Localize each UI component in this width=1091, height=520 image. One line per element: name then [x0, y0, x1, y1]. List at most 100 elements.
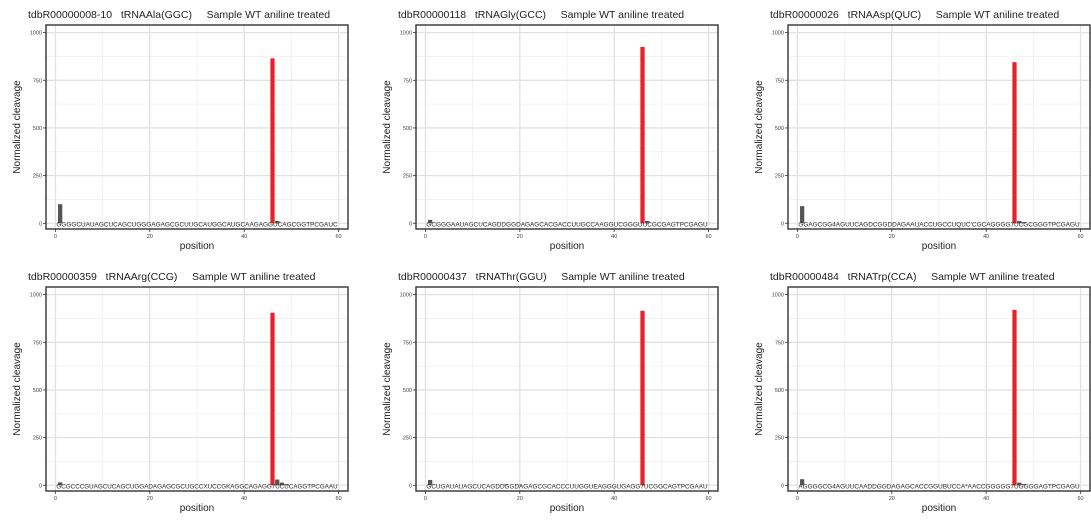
- y-tick-label: 1000: [772, 31, 784, 37]
- x-axis-label: position: [922, 241, 956, 252]
- x-tick-label: 20: [517, 234, 523, 240]
- y-tick-label: 500: [403, 126, 412, 132]
- x-tick-label: 60: [336, 496, 342, 502]
- x-tick-label: 0: [424, 496, 427, 502]
- chart-panel-2: GCGGGAAUAGCUCAGDDGGDAGAGCACGACCUUGCCAAGG…: [378, 3, 728, 258]
- bar: [1017, 482, 1022, 486]
- x-tick-label: 0: [424, 234, 427, 240]
- panel-title: tdbR00000008-10 tRNAAla(GGC) Sample WT a…: [28, 9, 330, 21]
- y-tick-label: 250: [775, 436, 784, 442]
- y-tick-label: 1000: [400, 293, 412, 299]
- x-axis-label: position: [550, 241, 584, 252]
- panel-title: tdbR00000026 tRNAAsp(QUC) Sample WT anil…: [770, 9, 1059, 21]
- y-tick-label: 0: [39, 483, 42, 489]
- x-axis-label: position: [922, 503, 956, 514]
- y-tick-label: 750: [775, 78, 784, 84]
- y-tick-label: 250: [33, 436, 42, 442]
- x-tick-label: 20: [147, 496, 153, 502]
- chart-panel-6: AGGGGCG4AGUUCAADDGGDAGAGCACCGGUBUCCA*AAC…: [750, 265, 1091, 520]
- x-tick-label: 60: [706, 496, 712, 502]
- x-tick-label: 20: [889, 496, 895, 502]
- x-tick-label: 0: [54, 234, 57, 240]
- y-axis-label: Normalized cleavage: [12, 80, 23, 174]
- sequence-label: GCUGAUAUAGCUCAGDDGGDAGAGCGCACCCUUGGUEAGG…: [426, 483, 708, 490]
- chart-svg: AGGGGCG4AGUUCAADDGGDAGAGCACCGGUBUCCA*AAC…: [754, 271, 1091, 514]
- x-tick-label: 40: [983, 234, 989, 240]
- bar: [503, 484, 508, 486]
- y-axis-label: Normalized cleavage: [12, 342, 23, 436]
- bar: [1012, 62, 1017, 224]
- x-tick-label: 20: [147, 234, 153, 240]
- y-tick-label: 750: [775, 340, 784, 346]
- x-axis-label: position: [550, 503, 584, 514]
- y-tick-label: 750: [403, 78, 412, 84]
- bar: [1021, 484, 1027, 486]
- y-tick-label: 500: [33, 126, 42, 132]
- y-tick-label: 250: [403, 436, 412, 442]
- y-tick-label: 250: [775, 174, 784, 180]
- y-axis-label: Normalized cleavage: [754, 80, 765, 174]
- x-tick-label: 60: [1078, 234, 1084, 240]
- bar: [645, 220, 650, 224]
- bar: [517, 484, 522, 486]
- plot-border: [787, 24, 1091, 230]
- bar: [275, 220, 280, 224]
- panel-title: tdbR00000359 tRNAArg(CCG) Sample WT anil…: [28, 271, 316, 283]
- bar: [58, 482, 63, 486]
- plot-border: [415, 24, 719, 230]
- y-tick-label: 500: [403, 388, 412, 394]
- chart-svg: GGAGCGG4AGUUCAGDCGGDDAGAAUACCUGCCUQUC’CG…: [754, 9, 1091, 252]
- x-tick-label: 40: [611, 234, 617, 240]
- y-tick-label: 750: [33, 78, 42, 84]
- bar: [270, 312, 275, 486]
- bar: [279, 482, 285, 486]
- x-axis-label: position: [180, 503, 214, 514]
- sequence-label: AGGGGCG4AGUUCAADDGGDAGAGCACCGGUBUCCA*AAC…: [798, 483, 1080, 490]
- y-tick-label: 750: [403, 340, 412, 346]
- y-tick-label: 750: [33, 340, 42, 346]
- panel-title: tdbR00000484 tRNATrp(CCA) Sample WT anil…: [770, 271, 1055, 283]
- panel-title: tdbR00000437 tRNAThr(GGU) Sample WT anil…: [398, 271, 685, 283]
- x-tick-label: 60: [336, 234, 342, 240]
- x-tick-label: 0: [796, 496, 799, 502]
- bar: [800, 206, 805, 224]
- x-tick-label: 0: [796, 234, 799, 240]
- bar: [640, 310, 645, 486]
- y-tick-label: 500: [33, 388, 42, 394]
- x-tick-label: 20: [889, 234, 895, 240]
- y-tick-label: 0: [781, 221, 784, 227]
- bar: [800, 479, 805, 486]
- y-axis-label: Normalized cleavage: [382, 80, 393, 174]
- bar: [284, 484, 289, 486]
- x-tick-label: 40: [241, 234, 247, 240]
- y-tick-label: 0: [409, 221, 412, 227]
- chart-panel-3: GGAGCGG4AGUUCAGDCGGDDAGAAUACCUGCCUQUC’CG…: [750, 3, 1091, 258]
- chart-panel-5: GCUGAUAUAGCUCAGDDGGDAGAGCGCACCCUUGGUEAGG…: [378, 265, 728, 520]
- chart-svg: GCUGAUAUAGCUCAGDDGGDAGAGCGCACCCUUGGUEAGG…: [382, 271, 719, 514]
- bar: [1017, 220, 1022, 224]
- plot-border: [45, 286, 349, 492]
- y-tick-label: 0: [409, 483, 412, 489]
- chart-svg: GGGGCUAUAGCUCAGCUGGGAGAGCGCUUGCAUGGCAUGC…: [12, 9, 349, 252]
- chart-panel-4: GCGCCCGUAGCUCAGCUGGADAGAGCGCUGCCXUCCGKAG…: [8, 265, 358, 520]
- y-tick-label: 250: [403, 174, 412, 180]
- sequence-label: GGGGCUAUAGCUCAGCUGGGAGAGCGCUUGCAUGGCAUGC…: [56, 221, 338, 228]
- y-tick-label: 500: [775, 126, 784, 132]
- y-tick-label: 0: [781, 483, 784, 489]
- sequence-label: GCGCCCGUAGCUCAGCUGGADAGAGCGCUGCCXUCCGKAG…: [56, 483, 338, 490]
- y-axis-label: Normalized cleavage: [382, 342, 393, 436]
- bar: [270, 58, 275, 224]
- y-tick-label: 1000: [30, 293, 42, 299]
- x-tick-label: 0: [54, 496, 57, 502]
- panel-title: tdbR00000118 tRNAGly(GCC) Sample WT anil…: [398, 9, 684, 21]
- chart-svg: GCGCCCGUAGCUCAGCUGGADAGAGCGCUGCCXUCCGKAG…: [12, 271, 349, 514]
- bar: [1021, 222, 1027, 224]
- x-tick-label: 60: [706, 234, 712, 240]
- x-tick-label: 20: [517, 496, 523, 502]
- chart-panel-1: GGGGCUAUAGCUCAGCUGGGAGAGCGCUUGCAUGGCAUGC…: [8, 3, 358, 258]
- x-tick-label: 60: [1078, 496, 1084, 502]
- y-tick-label: 0: [39, 221, 42, 227]
- bar: [58, 204, 63, 224]
- plot-border: [45, 24, 349, 230]
